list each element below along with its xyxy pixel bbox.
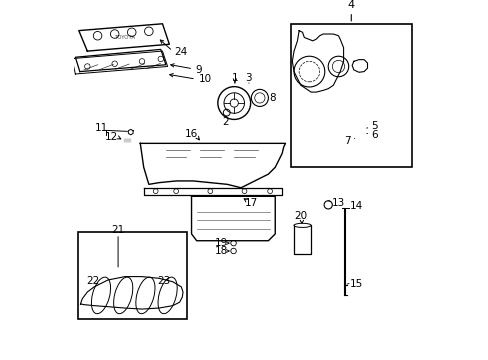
Text: 13: 13 xyxy=(331,198,345,208)
Text: 5: 5 xyxy=(370,121,377,131)
Text: 14: 14 xyxy=(349,201,362,211)
Text: 10: 10 xyxy=(198,75,211,85)
Text: 7: 7 xyxy=(343,136,350,146)
Polygon shape xyxy=(75,49,165,72)
Text: 3: 3 xyxy=(245,73,252,83)
Text: 17: 17 xyxy=(244,198,258,208)
Text: 16: 16 xyxy=(184,129,198,139)
Text: 22: 22 xyxy=(86,276,99,286)
Text: 11: 11 xyxy=(94,123,107,133)
Polygon shape xyxy=(293,225,310,255)
Polygon shape xyxy=(191,196,275,241)
Text: 21: 21 xyxy=(111,225,124,235)
Polygon shape xyxy=(351,60,367,72)
Polygon shape xyxy=(292,31,343,92)
Text: 12: 12 xyxy=(104,131,118,141)
Bar xyxy=(78,232,187,319)
Polygon shape xyxy=(143,188,282,195)
Polygon shape xyxy=(140,143,285,188)
Text: 18: 18 xyxy=(214,246,227,256)
Text: 8: 8 xyxy=(268,93,275,103)
Text: 1: 1 xyxy=(231,73,238,83)
Text: 19: 19 xyxy=(214,238,227,248)
Text: 2: 2 xyxy=(222,117,228,127)
Polygon shape xyxy=(79,24,169,51)
Text: 23: 23 xyxy=(157,276,170,286)
Bar xyxy=(290,24,411,167)
Polygon shape xyxy=(128,129,133,135)
Polygon shape xyxy=(81,276,183,309)
Text: 9: 9 xyxy=(195,65,201,75)
Text: 4: 4 xyxy=(347,0,354,10)
Text: TOYOTA: TOYOTA xyxy=(114,35,135,40)
Text: 15: 15 xyxy=(349,279,362,289)
Text: 24: 24 xyxy=(174,47,187,57)
Text: 6: 6 xyxy=(370,130,377,140)
Text: 20: 20 xyxy=(294,211,307,221)
Ellipse shape xyxy=(293,223,310,228)
